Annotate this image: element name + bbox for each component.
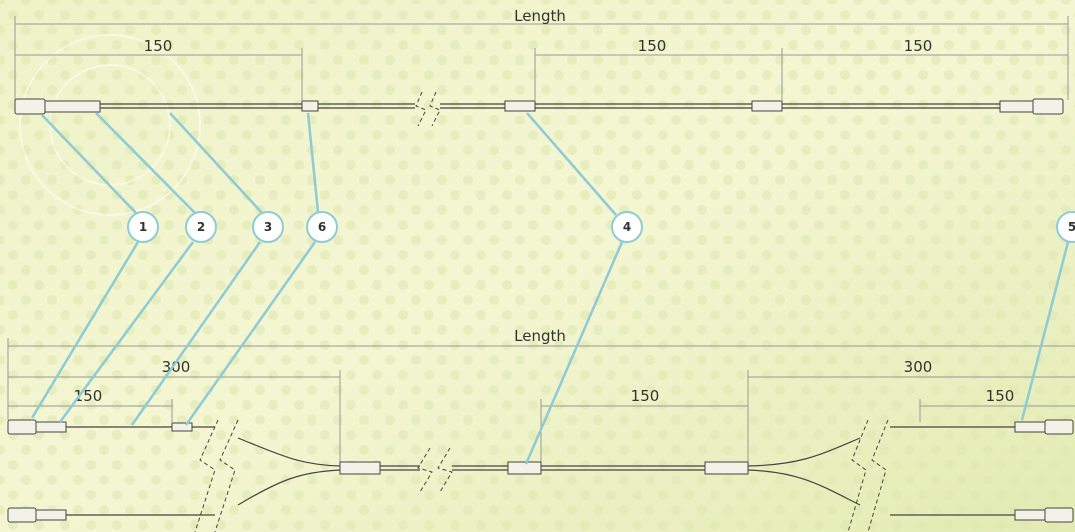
dim-label: 150	[986, 387, 1015, 405]
callout-circle	[306, 211, 338, 243]
callouts: 1 2 3 6 4 5	[127, 211, 1075, 243]
callout-number: 6	[318, 220, 326, 234]
callout-number: 4	[623, 220, 631, 234]
dim-label: 300	[904, 358, 933, 376]
callout-circle	[1056, 211, 1075, 243]
callout-number: 5	[1068, 220, 1075, 234]
callout-number: 1	[139, 220, 147, 234]
dim-label: 150	[631, 387, 660, 405]
top-cable	[14, 91, 1064, 127]
callout-circle	[127, 211, 159, 243]
callout-circle	[185, 211, 217, 243]
top-dimensions	[14, 16, 1069, 100]
callout-circle	[252, 211, 284, 243]
callout-arrows	[30, 112, 1070, 465]
callout-number: 3	[264, 220, 272, 234]
bottom-cable	[7, 419, 1074, 532]
dim-label: 150	[144, 37, 173, 55]
dim-label: 150	[638, 37, 667, 55]
dim-label: 150	[74, 387, 103, 405]
length-label: Length	[514, 7, 566, 25]
deco-circle	[19, 34, 201, 216]
callout-circle	[611, 211, 643, 243]
dim-label: 150	[904, 37, 933, 55]
callout-number: 2	[197, 220, 205, 234]
length-label: Length	[514, 327, 566, 345]
